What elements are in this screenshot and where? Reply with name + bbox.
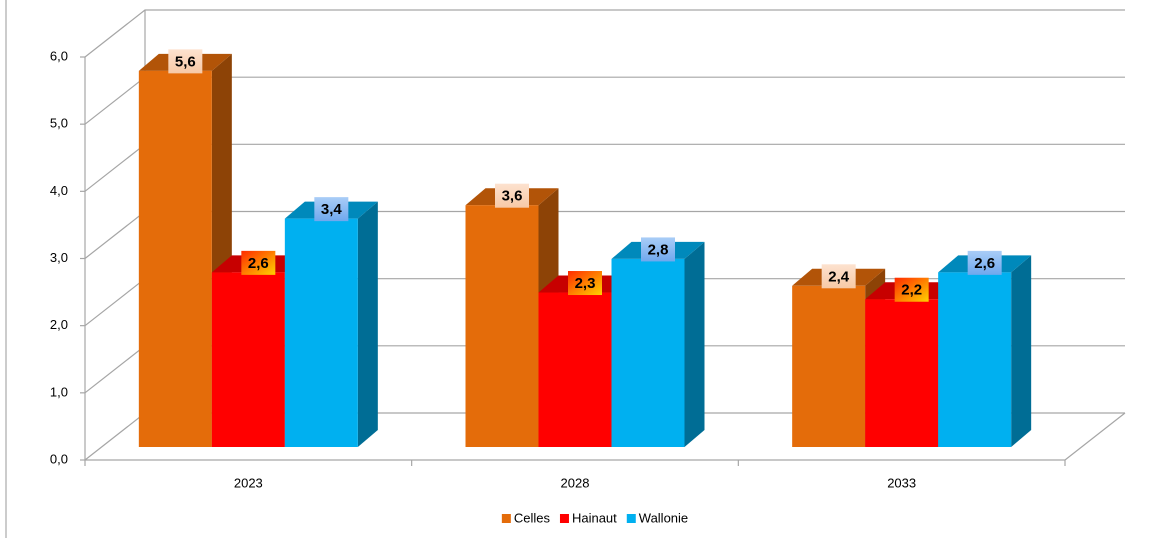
x-tick-label: 2028 (561, 475, 590, 490)
y-tick-label: 4,0 (50, 183, 68, 198)
value-label-bg (314, 197, 349, 222)
y-tick-label: 3,0 (50, 250, 68, 265)
value-label: 2,2 (901, 282, 922, 299)
grid-line (84, 9, 1125, 58)
bar-side (357, 201, 378, 447)
legend-label: Hainaut (572, 510, 617, 525)
value-label-bg (568, 271, 602, 296)
value-label-bg (168, 49, 203, 74)
bar (211, 272, 285, 447)
bar-side (684, 241, 705, 447)
value-label-bg (495, 183, 529, 208)
value-label: 3,6 (502, 188, 523, 205)
legend-swatch (501, 514, 511, 523)
bar-side (1011, 255, 1032, 447)
value-label: 2,4 (828, 268, 850, 285)
y-tick-label: 1,0 (50, 384, 68, 399)
grid-line (84, 76, 1125, 125)
value-label: 2,8 (648, 241, 669, 258)
value-label: 2,3 (575, 275, 596, 292)
bar (138, 70, 212, 447)
value-label: 3,4 (321, 201, 343, 218)
value-label: 2,6 (248, 255, 269, 272)
legend-swatch (626, 514, 636, 523)
x-tick-label: 2033 (887, 475, 916, 490)
bar (465, 205, 539, 447)
y-tick-label: 5,0 (50, 116, 68, 131)
bar (865, 299, 939, 447)
y-tick-label: 2,0 (50, 317, 68, 332)
legend-label: Wallonie (639, 510, 688, 525)
value-label-bg (894, 277, 929, 302)
legend-label: Celles (514, 510, 551, 525)
legend-swatch (559, 514, 569, 523)
y-tick-label: 6,0 (50, 48, 68, 63)
value-label-bg (821, 264, 856, 289)
value-label-bg (241, 250, 276, 275)
bar (938, 272, 1012, 447)
bar (284, 218, 358, 447)
bar (792, 285, 866, 447)
grid-line (84, 143, 1125, 192)
value-label: 5,6 (175, 53, 196, 70)
value-label-bg (641, 237, 675, 262)
value-label: 2,6 (974, 255, 995, 272)
value-label-bg (967, 250, 1002, 275)
x-tick-label: 2023 (234, 475, 263, 490)
bar (611, 258, 685, 447)
bar (538, 292, 612, 447)
y-tick-label: 0,0 (50, 451, 68, 466)
